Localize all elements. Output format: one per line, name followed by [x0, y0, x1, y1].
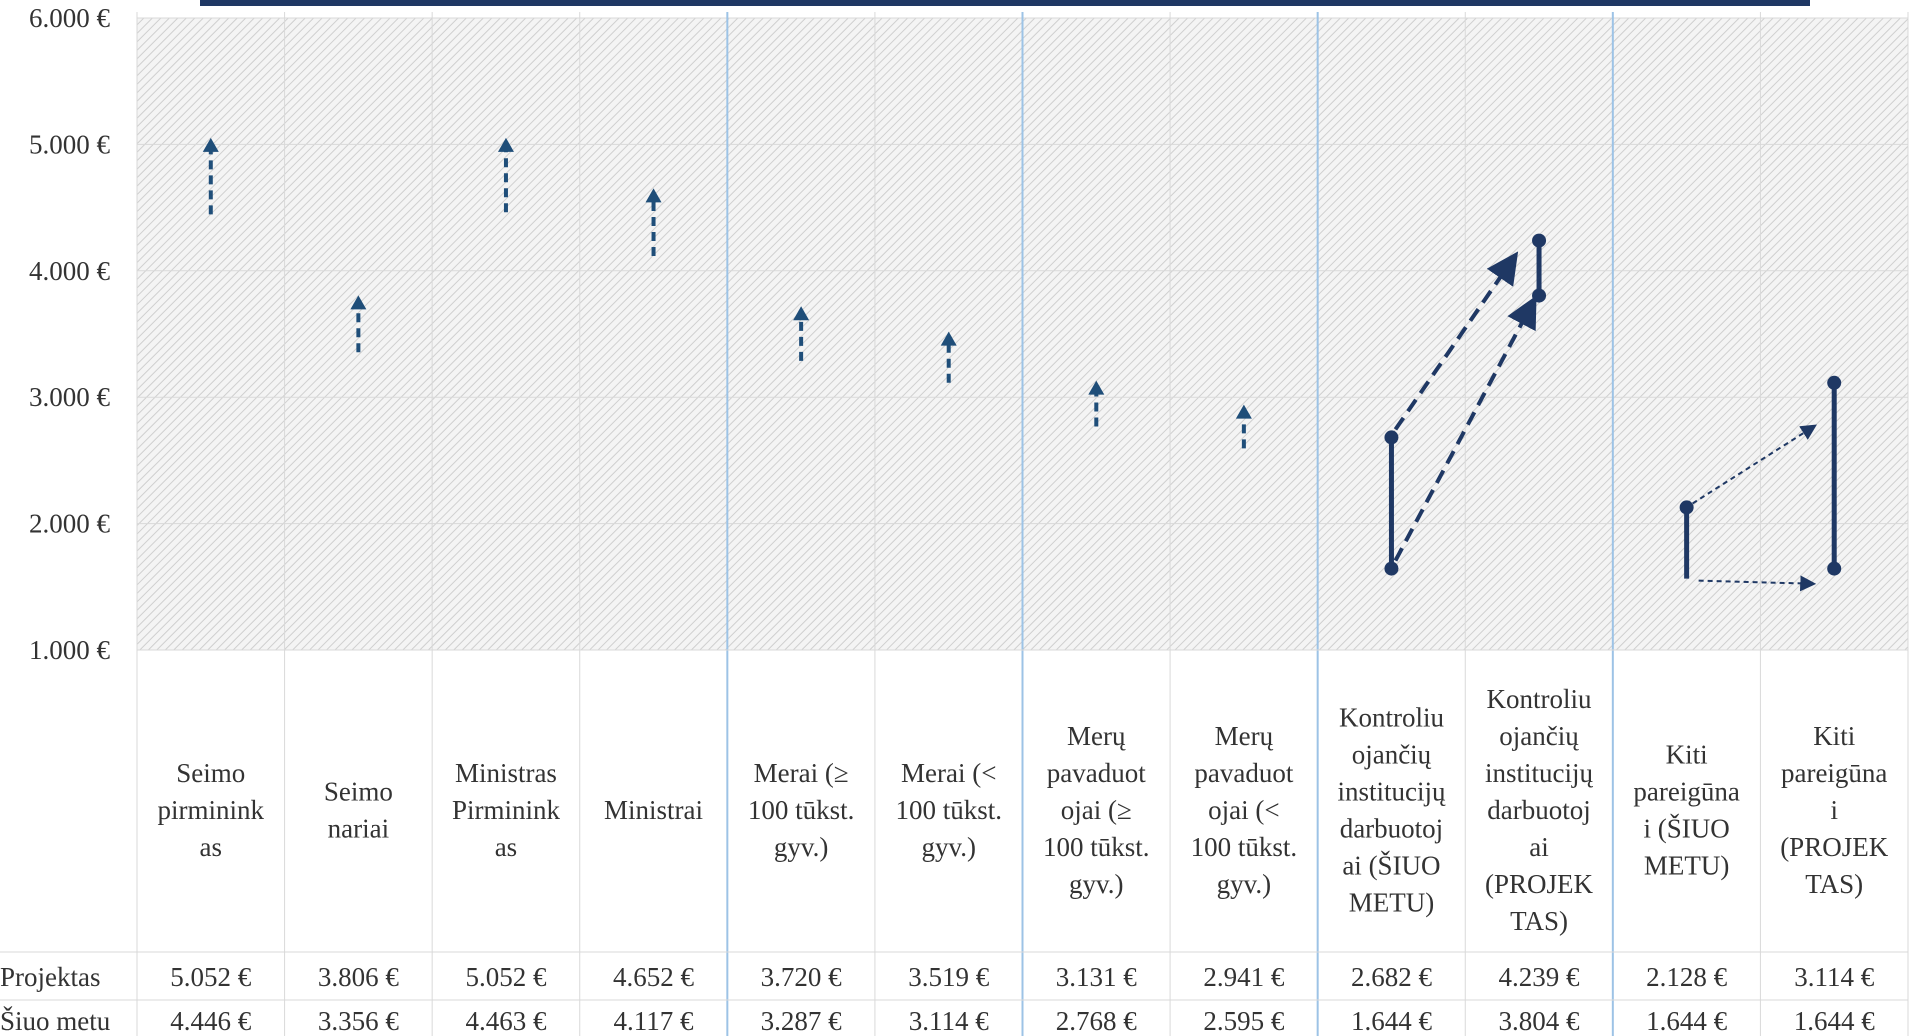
category-label: institucijų	[1485, 758, 1594, 788]
transition-arrow	[1698, 575, 1817, 592]
category-label: Seimo	[324, 777, 393, 807]
category-label: Merai (<	[901, 758, 996, 788]
point-proposed	[1827, 375, 1842, 390]
category-label: ojančių	[1352, 740, 1432, 770]
category-label: darbuotoj	[1487, 795, 1590, 825]
table-cell-value: 4.239 €	[1499, 962, 1581, 992]
category-label: darbuotoj	[1340, 814, 1443, 844]
category-label: pavaduot	[1047, 758, 1146, 788]
category-label: (PROJEK	[1780, 832, 1889, 862]
category-label: (PROJEK	[1485, 869, 1594, 899]
table-cell-value: 1.644 €	[1794, 1006, 1876, 1036]
category-label: gyv.)	[1069, 869, 1124, 899]
category-label: 100 tūkst.	[748, 795, 855, 825]
category-label: pareigūna	[1781, 758, 1887, 788]
table-cell-value: 3.114 €	[1794, 962, 1874, 992]
table-cell-value: 1.644 €	[1646, 1006, 1728, 1036]
increase-arrow-head	[645, 188, 662, 203]
table-cell-value: 3.806 €	[318, 962, 400, 992]
transition-arrow	[1393, 295, 1537, 562]
category-label: ojai (≥	[1061, 795, 1132, 825]
category-label: nariai	[328, 814, 389, 844]
category-label: Kontroliu	[1487, 684, 1592, 714]
row-label-siuo-metu: Šiuo metu	[0, 1006, 111, 1036]
category-label: TAS)	[1510, 906, 1568, 936]
table-cell-value: 4.117 €	[614, 1006, 694, 1036]
point-proposed	[1532, 233, 1547, 248]
category-label: gyv.)	[1217, 869, 1272, 899]
table-cell-value: 4.652 €	[613, 962, 695, 992]
category-label: 100 tūkst.	[895, 795, 1002, 825]
increase-arrow-head	[497, 137, 514, 152]
table-cell-value: 2.682 €	[1351, 962, 1433, 992]
point-proposed	[1679, 500, 1694, 515]
table-cell-value: 5.052 €	[465, 962, 547, 992]
increase-arrow-head	[940, 331, 957, 346]
category-label: as	[200, 832, 223, 862]
y-tick-label: 2.000 €	[29, 509, 111, 539]
y-tick-label: 5.000 €	[29, 129, 111, 159]
table-cell-value: 3.804 €	[1499, 1006, 1581, 1036]
point-current	[1532, 288, 1547, 303]
category-label: Pirminink	[452, 795, 561, 825]
table-cell-value: 2.128 €	[1646, 962, 1728, 992]
table-cell-value: 2.768 €	[1056, 1006, 1138, 1036]
y-tick-label: 1.000 €	[29, 635, 111, 665]
transition-arrow	[1393, 251, 1519, 431]
table-cell-value: 3.131 €	[1056, 962, 1138, 992]
category-label: Ministrai	[604, 795, 703, 825]
increase-arrow-head	[202, 137, 219, 152]
category-label: Kiti	[1666, 740, 1708, 770]
category-label: institucijų	[1337, 777, 1446, 807]
category-label: i	[1830, 795, 1838, 825]
table-cell-value: 3.720 €	[761, 962, 843, 992]
y-tick-label: 4.000 €	[29, 256, 111, 286]
category-label: gyv.)	[921, 832, 976, 862]
category-label: Seimo	[176, 758, 245, 788]
table-cell-value: 3.287 €	[761, 1006, 843, 1036]
category-label: Merų	[1067, 721, 1126, 751]
category-label: ai	[1529, 832, 1549, 862]
table-cell-value: 3.519 €	[908, 962, 990, 992]
top-bar	[200, 0, 1810, 6]
category-label: ojančių	[1499, 721, 1579, 751]
increase-arrow-head	[1088, 380, 1105, 395]
category-label: Merų	[1215, 721, 1274, 751]
category-label: gyv.)	[774, 832, 829, 862]
category-label: Kiti	[1813, 721, 1855, 751]
table-cell-value: 4.463 €	[465, 1006, 547, 1036]
category-label: i (ŠIUO	[1644, 814, 1730, 844]
table-cell-value: 1.644 €	[1351, 1006, 1433, 1036]
point-current	[1384, 561, 1399, 576]
table-cell-value: 3.114 €	[909, 1006, 989, 1036]
row-label-projektas: Projektas	[0, 962, 101, 992]
category-label: 100 tūkst.	[1043, 832, 1150, 862]
category-label: METU)	[1644, 851, 1729, 881]
category-label: ai (ŠIUO	[1342, 851, 1440, 881]
increase-arrow-head	[1235, 404, 1252, 419]
increase-arrow-head	[793, 306, 810, 321]
category-label: Merai (≥	[754, 758, 849, 788]
table-cell-value: 4.446 €	[170, 1006, 252, 1036]
y-tick-label: 6.000 €	[29, 3, 111, 33]
category-label: METU)	[1349, 888, 1434, 918]
table-cell-value: 5.052 €	[170, 962, 252, 992]
point-current	[1827, 561, 1842, 576]
category-label: as	[495, 832, 518, 862]
category-label: Ministras	[455, 758, 557, 788]
increase-arrow-head	[350, 295, 367, 310]
category-label: pavaduot	[1194, 758, 1293, 788]
category-label: TAS)	[1805, 869, 1863, 899]
table-cell-value: 2.941 €	[1203, 962, 1285, 992]
category-label: ojai (<	[1208, 795, 1279, 825]
category-label: 100 tūkst.	[1191, 832, 1298, 862]
table-cell-value: 3.356 €	[318, 1006, 400, 1036]
y-tick-label: 3.000 €	[29, 382, 111, 412]
table-cell-value: 2.595 €	[1203, 1006, 1285, 1036]
category-label: Kontroliu	[1339, 703, 1444, 733]
category-label: pareigūna	[1633, 777, 1739, 807]
point-proposed	[1384, 430, 1399, 445]
category-label: pirminink	[158, 795, 265, 825]
